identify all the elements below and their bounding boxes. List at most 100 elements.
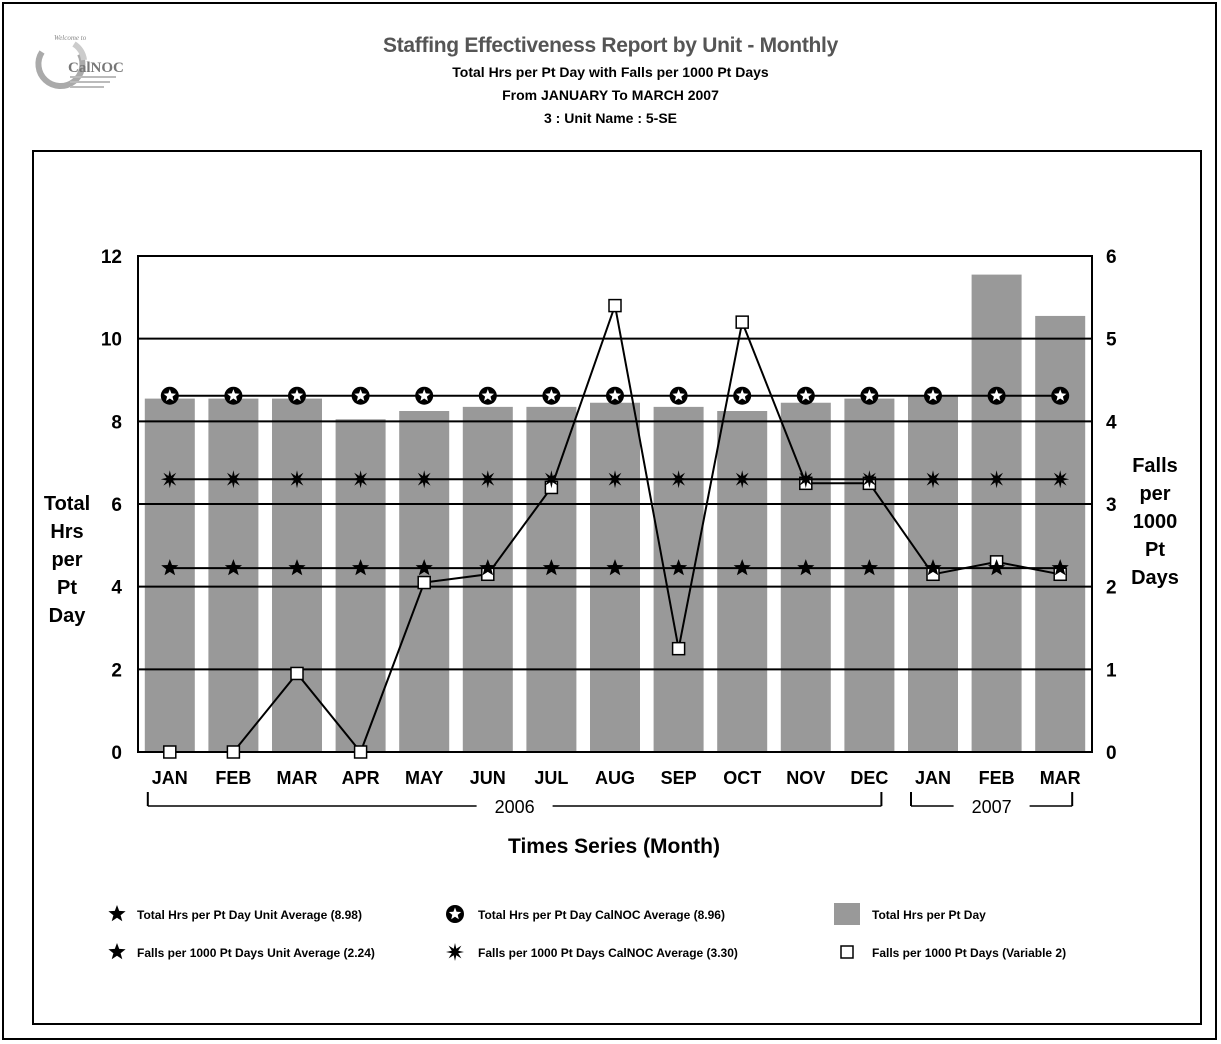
x-tick-label: FEB [979,768,1015,788]
y-left-tick-label: 8 [111,412,122,433]
legend-marker-4 [446,943,464,961]
y-right-tick-label: 6 [1106,247,1117,268]
bar-6 [526,406,577,752]
series-2-point-7 [606,470,624,489]
x-tick-label: MAR [277,768,318,788]
legend-label-4: Falls per 1000 Pt Days CalNOC Average (3… [478,946,738,960]
legend-label-0: Total Hrs per Pt Day Unit Average (8.98) [137,908,362,922]
y-right-axis-title: Days [1131,567,1179,589]
y-left-axis-title: Pt [57,577,77,599]
legend-label-3: Falls per 1000 Pt Days Unit Average (2.2… [137,946,375,960]
series-2-point-6 [542,470,561,489]
series-3-point-6 [542,559,560,576]
y-right-axis-title: Falls [1132,455,1178,477]
bar-0 [144,398,195,752]
series-0-point-4 [417,575,431,590]
x-tick-label: DEC [850,768,888,788]
series-1-point-12 [924,386,942,405]
series-0-point-2 [290,666,304,681]
series-2-point-5 [478,470,497,489]
series-3-point-2 [288,559,306,576]
series-1-point-2 [288,386,306,405]
series-0-point-7 [608,298,622,313]
series-3-point-11 [860,559,878,576]
y-right-axis-title: per [1139,483,1170,505]
series-0-point-9 [735,315,749,329]
series-1-point-8 [669,386,688,405]
legend-marker-3 [108,943,126,960]
chart-frame [32,150,1202,1025]
x-tick-label: FEB [215,768,251,788]
y-left-tick-label: 6 [111,495,122,516]
report-date-range: From JANUARY To MARCH 2007 [502,87,719,103]
series-1-point-14 [1051,386,1070,405]
series-1-point-4 [415,386,434,405]
x-tick-label: OCT [723,768,761,788]
series-3-point-1 [224,559,242,576]
report-unit-name: 3 : Unit Name : 5-SE [543,110,678,126]
year-label-0: 2006 [495,797,535,817]
y-left-axis-title: Day [49,605,87,627]
legend-marker-0 [108,905,126,922]
series-2-point-14 [1051,470,1070,489]
y-left-tick-label: 10 [101,330,122,351]
x-tick-label: JUL [534,768,568,788]
y-right-tick-label: 4 [1106,412,1117,433]
bar-11 [844,398,895,752]
legend-label-5: Falls per 1000 Pt Days (Variable 2) [872,946,1066,960]
y-left-tick-label: 12 [101,247,122,268]
x-tick-label: SEP [661,768,697,788]
series-1-point-3 [351,386,370,405]
bar-1 [208,398,259,752]
series-1-point-0 [160,386,179,405]
y-left-tick-label: 4 [111,578,122,599]
series-1-point-7 [606,386,624,405]
series-2-point-10 [796,470,815,489]
x-tick-label: JAN [152,768,188,788]
y-right-tick-label: 0 [1106,743,1117,764]
report-subtitle: Total Hrs per Pt Day with Falls per 1000… [452,64,769,80]
legend-marker-5 [840,945,854,959]
y-left-axis-title: per [51,549,82,571]
series-3-point-5 [479,559,497,576]
x-tick-label: JAN [915,768,951,788]
plot-border [137,255,1093,753]
report-title: Staffing Effectiveness Report by Unit - … [383,34,838,57]
series-2-point-12 [924,470,942,489]
legend-marker-1 [446,905,464,923]
series-1-point-11 [860,386,879,405]
y-left-tick-label: 2 [111,660,122,681]
series-3-point-10 [797,559,815,576]
logo-welcome-text: Welcome to [54,34,87,42]
series-3-point-14 [1051,559,1069,576]
year-label-1: 2007 [972,797,1012,817]
series-0-point-1 [226,745,241,759]
series-0-point-8 [671,641,686,656]
series-2-point-9 [733,470,752,489]
series-3-point-8 [670,559,688,576]
series-2-point-3 [351,470,370,489]
legend-marker-2 [834,903,860,925]
bar-10 [780,402,831,752]
series-1-point-5 [478,386,497,405]
calnoc-logo: Welcome to CalNOC [35,34,124,89]
series-3-point-0 [161,559,179,576]
x-tick-label: APR [342,768,380,788]
series-3-point-13 [988,559,1006,576]
series-3-point-9 [733,559,751,576]
bar-14 [1035,315,1086,752]
series-2-point-11 [860,470,879,489]
y-right-tick-label: 2 [1106,578,1117,599]
series-1-point-10 [796,386,815,405]
series-2-point-13 [987,470,1006,489]
y-right-tick-label: 3 [1106,495,1117,516]
legend-label-2: Total Hrs per Pt Day [872,908,986,922]
y-right-tick-label: 1 [1106,660,1117,681]
bar-2 [272,398,322,752]
y-left-axis-title: Total [44,493,90,515]
series-1-point-13 [987,386,1006,405]
series-2-point-1 [224,470,243,489]
series-3-point-4 [415,559,433,576]
series-1-point-9 [733,386,752,405]
